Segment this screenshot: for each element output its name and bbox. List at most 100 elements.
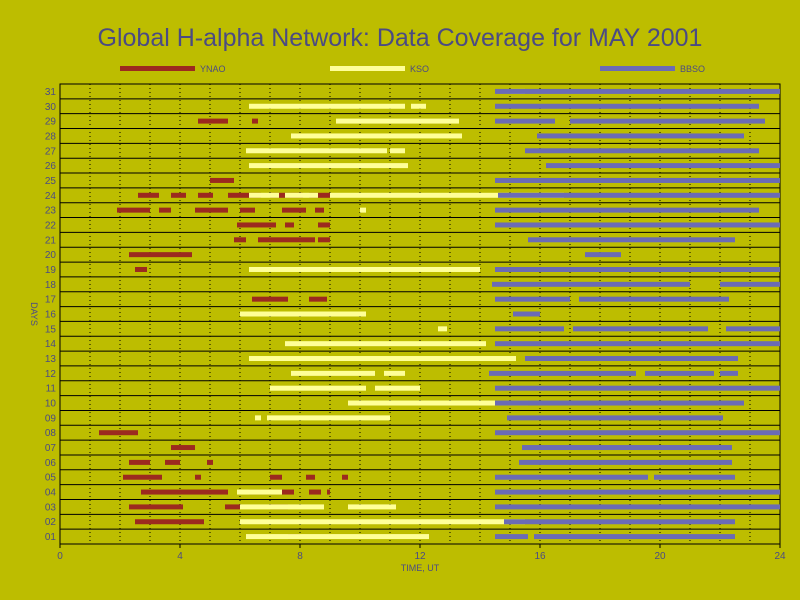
coverage-bar-ynao <box>270 474 282 480</box>
y-tick-label: 29 <box>45 117 57 128</box>
x-axis-label: TIME, UT <box>401 563 440 573</box>
coverage-bar-ynao <box>99 430 138 436</box>
y-tick-label: 09 <box>45 413 57 424</box>
coverage-bar-bbso <box>525 148 759 154</box>
coverage-bar-kso <box>438 326 447 332</box>
y-tick-label: 17 <box>45 295 57 306</box>
coverage-bar-bbso <box>495 103 759 109</box>
coverage-bar-bbso <box>720 370 738 376</box>
y-tick-label: 16 <box>45 310 57 321</box>
coverage-bar-kso <box>270 385 366 391</box>
coverage-bar-ynao <box>171 192 186 198</box>
coverage-bar-bbso <box>573 326 708 332</box>
coverage-bar-ynao <box>171 445 195 451</box>
y-tick-label: 10 <box>45 399 57 410</box>
coverage-bar-bbso <box>495 88 780 94</box>
y-tick-label: 13 <box>45 354 57 365</box>
coverage-bar-bbso <box>570 118 765 124</box>
legend-label-bbso: BBSO <box>680 64 706 74</box>
coverage-bar-kso <box>330 192 564 198</box>
coverage-bar-ynao <box>309 489 321 495</box>
x-tick-label: 0 <box>57 551 63 562</box>
coverage-bar-bbso <box>504 519 735 525</box>
coverage-bar-bbso <box>495 118 555 124</box>
y-tick-label: 20 <box>45 250 57 261</box>
legend-label-ynao: YNAO <box>200 64 226 74</box>
legend-swatch-kso <box>330 66 405 71</box>
coverage-bar-kso <box>249 266 480 272</box>
coverage-bar-ynao <box>159 207 171 213</box>
y-tick-label: 15 <box>45 324 57 335</box>
coverage-bar-ynao <box>123 474 162 480</box>
y-tick-label: 22 <box>45 220 57 231</box>
y-tick-label: 04 <box>45 488 57 499</box>
coverage-bar-bbso <box>726 326 780 332</box>
coverage-bar-ynao <box>234 237 246 243</box>
coverage-bar-ynao <box>117 207 150 213</box>
coverage-bar-kso <box>291 133 462 139</box>
coverage-bar-ynao <box>141 489 228 495</box>
coverage-bar-bbso <box>507 415 723 421</box>
coverage-bar-bbso <box>495 177 780 183</box>
coverage-bar-bbso <box>495 266 780 272</box>
coverage-bar-kso <box>285 341 486 347</box>
y-tick-label: 07 <box>45 443 57 454</box>
coverage-bar-bbso <box>645 370 714 376</box>
coverage-bar-bbso <box>579 296 729 302</box>
coverage-bar-ynao <box>327 489 330 495</box>
coverage-bar-ynao <box>318 237 330 243</box>
coverage-bar-bbso <box>522 445 732 451</box>
coverage-bar-kso <box>240 311 366 317</box>
chart-title: Global H-alpha Network: Data Coverage fo… <box>97 24 703 52</box>
coverage-bar-bbso <box>720 281 780 287</box>
coverage-bar-ynao <box>198 118 228 124</box>
y-tick-label: 05 <box>45 473 57 484</box>
x-tick-label: 20 <box>654 551 666 562</box>
coverage-bar-bbso <box>495 207 759 213</box>
legend-label-kso: KSO <box>410 64 430 74</box>
coverage-bar-ynao <box>309 296 327 302</box>
coverage-bar-bbso <box>495 474 648 480</box>
coverage-bar-ynao <box>258 237 315 243</box>
coverage-bar-ynao <box>129 459 150 465</box>
coverage-bar-kso <box>255 415 261 421</box>
coverage-bar-ynao <box>306 474 315 480</box>
coverage-bar-kso <box>384 370 405 376</box>
coverage-bar-bbso <box>495 504 780 510</box>
coverage-bar-bbso <box>519 459 732 465</box>
coverage-bar-ynao <box>129 504 183 510</box>
y-tick-label: 27 <box>45 146 57 157</box>
coverage-bar-kso <box>267 415 390 421</box>
x-tick-label: 8 <box>297 551 303 562</box>
y-tick-label: 31 <box>45 87 57 98</box>
coverage-bar-bbso <box>492 281 690 287</box>
y-tick-label: 26 <box>45 161 57 172</box>
coverage-bar-bbso <box>525 356 738 362</box>
y-axis-label: DAYS <box>29 302 39 326</box>
y-tick-label: 01 <box>45 532 57 543</box>
coverage-bar-bbso <box>495 296 570 302</box>
coverage-bar-kso <box>249 163 408 169</box>
coverage-bar-ynao <box>138 192 159 198</box>
coverage-bar-ynao <box>228 192 261 198</box>
coverage-bar-kso <box>240 519 525 525</box>
x-tick-label: 12 <box>414 551 426 562</box>
coverage-bar-kso <box>249 192 279 198</box>
coverage-bar-ynao <box>165 459 180 465</box>
coverage-bar-bbso <box>495 326 564 332</box>
coverage-bar-bbso <box>537 133 744 139</box>
coverage-bar-bbso <box>495 385 780 391</box>
coverage-bar-ynao <box>207 459 213 465</box>
coverage-bar-ynao <box>318 222 330 228</box>
coverage-bar-bbso <box>495 222 780 228</box>
x-tick-label: 16 <box>534 551 546 562</box>
coverage-bar-kso <box>237 489 282 495</box>
legend-swatch-ynao <box>120 66 195 71</box>
coverage-bar-kso <box>240 504 324 510</box>
coverage-bar-kso <box>291 370 375 376</box>
coverage-bar-kso <box>360 207 366 213</box>
y-tick-label: 23 <box>45 206 57 217</box>
x-tick-label: 24 <box>774 551 786 562</box>
coverage-bar-kso <box>285 192 318 198</box>
